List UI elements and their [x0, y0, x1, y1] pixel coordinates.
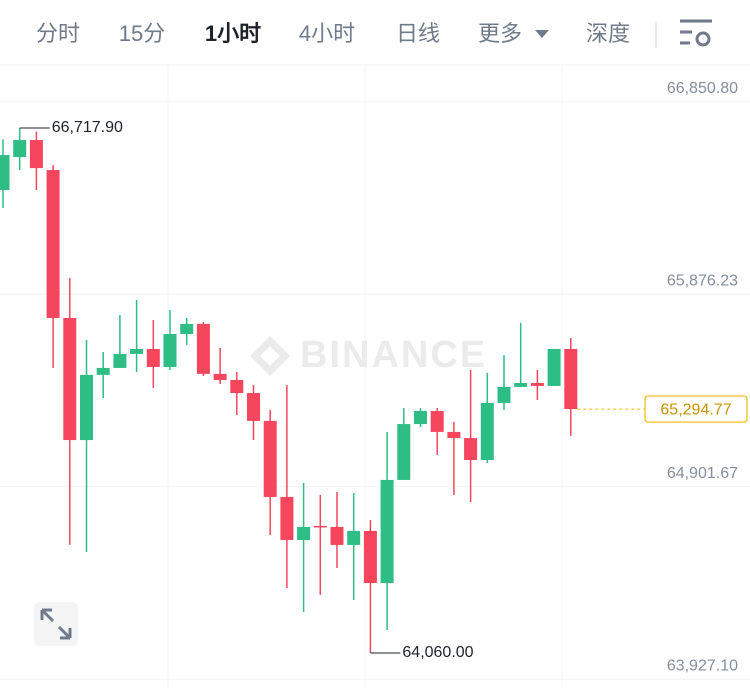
expand-button[interactable] [34, 602, 78, 646]
candle-body [313, 525, 327, 528]
candle-body [297, 526, 311, 540]
tab[interactable]: 分时 [36, 21, 80, 46]
dropdown-arrow[interactable] [535, 30, 549, 38]
tab[interactable]: 15分 [119, 21, 165, 46]
last-price-box [644, 395, 748, 423]
annotation-label: 64,060.00 [402, 644, 473, 661]
candle-body [347, 530, 361, 545]
candle-body [414, 411, 427, 425]
candle-body [464, 438, 478, 460]
candle-body [547, 348, 561, 386]
last-price-label: 65,294.77 [660, 401, 731, 418]
candle-body [180, 323, 194, 334]
y-tick-label: 65,876.23 [667, 272, 738, 289]
tab-bar: 分时 15分 1小时 4小时 日线 更多 深度 [0, 19, 750, 66]
y-tick-label: 66,850.80 [667, 80, 738, 97]
candle-body [480, 402, 494, 460]
candle-body [363, 530, 377, 584]
candle-body [13, 140, 27, 158]
candle-body [230, 380, 244, 394]
candle-body [530, 382, 544, 386]
tab[interactable]: 深度 [586, 21, 630, 46]
candle-body [196, 323, 210, 374]
candle-body [397, 424, 411, 480]
candle-body [447, 431, 461, 439]
tab-active[interactable]: 1小时 [205, 21, 261, 46]
candle-body [130, 348, 144, 354]
tab[interactable]: 日线 [396, 21, 440, 46]
candle-body [29, 140, 43, 169]
candle-body [380, 479, 394, 584]
candle-body [113, 353, 127, 368]
candle-body [514, 382, 528, 387]
settings-icon[interactable] [680, 19, 712, 47]
candle-body [80, 374, 93, 441]
watermark: BINANCE [250, 334, 487, 376]
candle-body [280, 496, 294, 540]
tab[interactable]: 4小时 [299, 21, 355, 46]
annotation-label: 66,717.90 [52, 119, 123, 136]
candle-body [247, 393, 260, 421]
candle-body [146, 348, 160, 367]
candle-body [163, 333, 177, 367]
candle-body [46, 170, 60, 318]
candle-body [0, 155, 10, 191]
candle-body [263, 420, 277, 497]
candle-body [430, 411, 444, 432]
tab[interactable]: 更多 [478, 21, 522, 46]
candle-body [497, 386, 511, 403]
candle-body [330, 526, 344, 545]
candle-body [564, 348, 578, 410]
candle-body [96, 367, 110, 375]
vertical-grid [167, 66, 563, 688]
y-tick-label: 64,901.67 [667, 465, 738, 482]
candle-body [213, 373, 227, 381]
candle-body [63, 317, 77, 441]
y-tick-label: 63,927.10 [667, 657, 738, 674]
watermark-text: BINANCE [300, 334, 487, 376]
